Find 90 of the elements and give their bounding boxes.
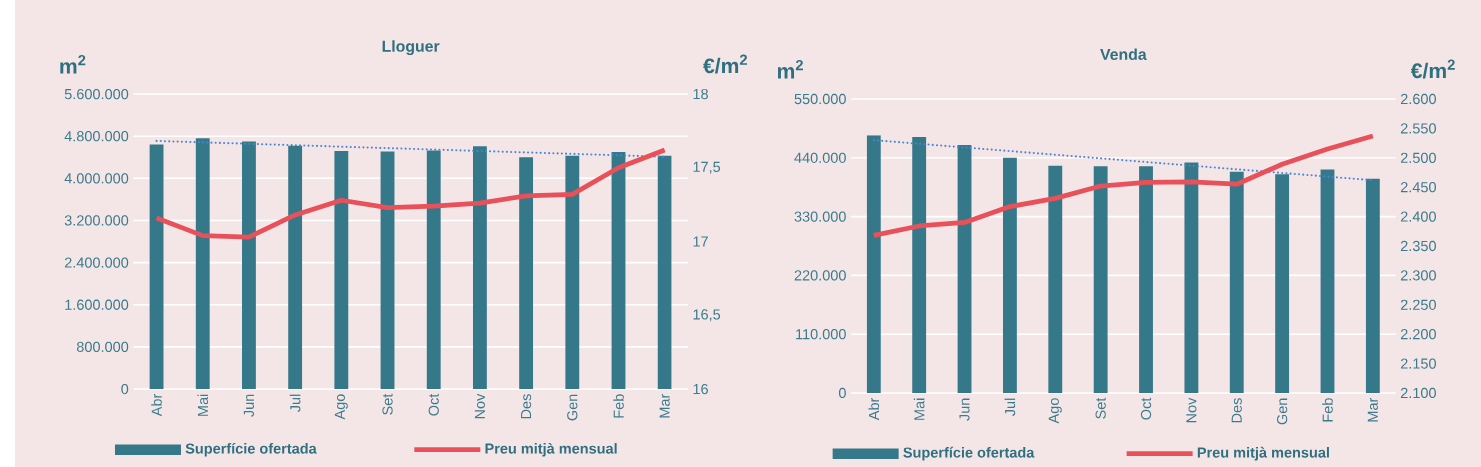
y-tick-label: 550.000 (794, 93, 846, 105)
y-tick-label: 800.000 (76, 341, 129, 352)
y-tick-label: 5.600.000 (64, 88, 129, 100)
y-tick-label: 0 (121, 383, 129, 395)
y2-tick-label: 2.450 (1400, 181, 1436, 193)
bar (288, 145, 303, 389)
y2-tick-label: 17,5 (693, 161, 721, 174)
y-tick-label: 220.000 (794, 270, 846, 281)
x-tick-label: Oct (1140, 397, 1152, 420)
line-series (154, 147, 668, 240)
bar (1002, 157, 1017, 393)
y-tick-label: 2.400.000 (64, 257, 129, 268)
x-tick-label: Des (1231, 398, 1242, 423)
y-axis-title: m$^{2}$ (777, 59, 803, 79)
bar (1365, 178, 1380, 393)
bar (334, 150, 349, 389)
x-tick-label: Gen (1277, 398, 1288, 425)
x-tick-label: Ago (1048, 398, 1062, 424)
y-tick-label: 330.000 (794, 211, 846, 222)
y2-tick-label: 2.100 (1400, 387, 1436, 399)
line-series (871, 133, 1376, 238)
y2-tick-label: 2.600 (1400, 93, 1436, 105)
y2-tick-label: 16 (693, 383, 708, 395)
y2-tick-label: 2.500 (1400, 152, 1436, 163)
bar (565, 155, 580, 389)
x-tick-label: Feb (613, 394, 624, 418)
y2-axis-title: €/m$^{2}$ (703, 54, 748, 74)
bar (1184, 162, 1199, 393)
x-tick-label: Abr (151, 393, 162, 417)
bar (1139, 166, 1153, 393)
y-tick-label: 3.200.000 (64, 215, 129, 226)
y2-tick-label: 2.300 (1400, 270, 1436, 281)
x-tick-label: Nov (474, 393, 485, 419)
bar (1093, 166, 1108, 393)
x-tick-label: Feb (1322, 398, 1333, 422)
x-tick-label: Mar (659, 393, 670, 418)
bar (519, 157, 534, 389)
x-tick-label: Jul (1004, 398, 1016, 416)
y2-tick-label: 2.400 (1400, 211, 1436, 222)
bar (1048, 165, 1063, 393)
bar (380, 151, 395, 389)
y2-tick-label: 2.200 (1400, 328, 1436, 340)
x-tick-label: Nov (1186, 397, 1197, 423)
y-tick-label: 4.000.000 (64, 173, 129, 184)
x-tick-label: Abr (868, 397, 880, 421)
x-tick-label: Mar (1367, 397, 1378, 422)
x-tick-label: Mai (913, 398, 925, 420)
chart-title: Lloguer (382, 40, 440, 55)
bar (1229, 171, 1244, 393)
y-axis-title: m$^{2}$ (60, 54, 86, 74)
y-tick-label: 1.600.000 (65, 299, 129, 310)
y2-tick-label: 18 (693, 88, 708, 100)
legend-label: Superfície ofertada (185, 442, 317, 457)
bar (472, 146, 487, 389)
y2-tick-label: 16,5 (693, 309, 721, 322)
legend-label: Preu mitjà mensual (485, 442, 617, 457)
x-tick-label: Jun (243, 394, 255, 417)
x-tick-label: Mai (197, 394, 209, 416)
bar (611, 151, 626, 389)
bar (912, 136, 927, 393)
bar (1275, 174, 1290, 393)
x-tick-label: Set (382, 393, 393, 415)
x-tick-label: Oct (428, 393, 439, 416)
y2-axis-title: €/m$^{2}$ (1410, 59, 1455, 79)
x-tick-label: Ago (334, 394, 348, 420)
bar (866, 135, 881, 393)
legend-label: Superfície ofertada (903, 446, 1035, 461)
x-tick-label: Jul (289, 394, 301, 412)
bar (426, 150, 441, 389)
x-tick-label: Des (521, 394, 532, 419)
y2-tick-label: 2.550 (1400, 123, 1436, 134)
y2-tick-label: 2.250 (1400, 299, 1436, 310)
y-tick-label: 0 (838, 387, 846, 399)
chart-title: Venda (1100, 48, 1147, 60)
y-tick-label: 110.000 (796, 328, 846, 340)
y2-tick-label: 17 (693, 236, 708, 247)
y2-tick-label: 2.350 (1400, 240, 1436, 252)
x-tick-label: Jun (959, 398, 970, 421)
legend-label: Preu mitjà mensual (1197, 446, 1329, 461)
bar (242, 141, 256, 389)
y-tick-label: 4.800.000 (64, 130, 129, 142)
bar (149, 144, 164, 389)
bar (195, 138, 210, 389)
y2-tick-label: 2.150 (1400, 358, 1436, 369)
x-tick-label: Gen (567, 394, 578, 421)
x-tick-label: Set (1095, 397, 1106, 419)
bar (957, 144, 972, 393)
bar (1320, 169, 1335, 393)
bar (657, 155, 672, 389)
y-tick-label: 440.000 (794, 152, 846, 163)
